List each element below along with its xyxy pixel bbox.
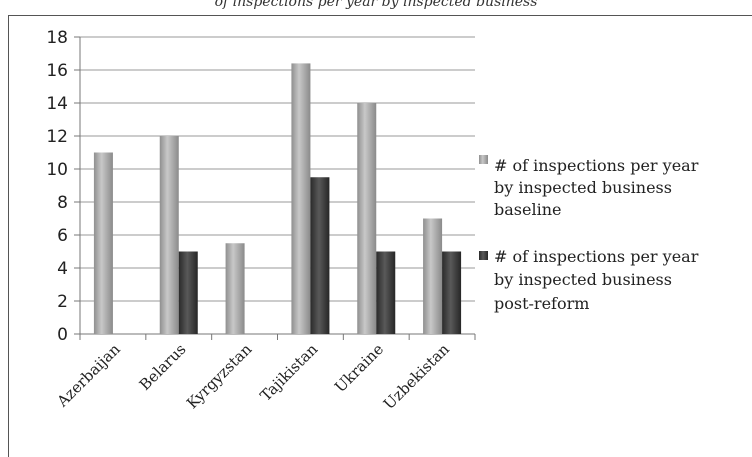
bar-baseline-azerbaijan — [93, 152, 113, 334]
legend-label-baseline: baseline — [494, 200, 561, 219]
legend-swatch-post-reform — [479, 251, 488, 260]
y-tick-label: 18 — [46, 28, 68, 48]
x-tick-label-azerbaijan: Azerbaijan — [53, 340, 124, 411]
legend-label-baseline: by inspected business — [494, 178, 672, 197]
x-tick-label-kyrgyzstan: Kyrgyzstan — [183, 340, 256, 413]
x-tick-label-belarus: Belarus — [136, 340, 190, 394]
x-tick-label-uzbekistan: Uzbekistan — [380, 340, 453, 413]
bar-post-reform-tajikistan — [310, 177, 330, 334]
bar-baseline-uzbekistan — [423, 218, 443, 334]
y-tick-label: 14 — [46, 94, 68, 114]
y-tick-label: 0 — [57, 325, 68, 345]
y-tick-label: 8 — [57, 193, 68, 213]
grid-lines — [80, 36, 475, 302]
bars — [93, 63, 462, 335]
bar-post-reform-uzbekistan — [442, 251, 462, 334]
legend-label-post-reform: post-reform — [494, 294, 589, 313]
bar-post-reform-ukraine — [376, 251, 396, 334]
bar-post-reform-belarus — [178, 251, 198, 334]
y-tick-label: 2 — [57, 292, 68, 312]
y-tick-label: 12 — [46, 127, 68, 147]
axes — [74, 36, 476, 340]
bar-baseline-tajikistan — [291, 63, 311, 335]
legend: # of inspections per year by inspected bu… — [479, 155, 699, 313]
bar-baseline-ukraine — [357, 103, 377, 334]
legend-label-post-reform: by inspected business — [494, 270, 672, 289]
chart-frame — [8, 15, 752, 457]
chart-caption: of inspections per year by inspected bus… — [214, 0, 538, 10]
legend-label-post-reform: # of inspections per year — [494, 247, 699, 266]
y-tick-label: 10 — [46, 160, 68, 180]
x-tick-label-ukraine: Ukraine — [331, 340, 387, 396]
y-tick-label: 16 — [46, 61, 68, 81]
x-tick-label-tajikistan: Tajikistan — [257, 340, 322, 405]
bar-baseline-kyrgyzstan — [225, 243, 245, 334]
y-tick-label: 6 — [57, 226, 68, 246]
bar-baseline-belarus — [159, 136, 179, 334]
legend-label-baseline: # of inspections per year — [494, 156, 699, 175]
legend-swatch-baseline — [479, 155, 488, 164]
y-tick-label: 4 — [57, 259, 68, 279]
